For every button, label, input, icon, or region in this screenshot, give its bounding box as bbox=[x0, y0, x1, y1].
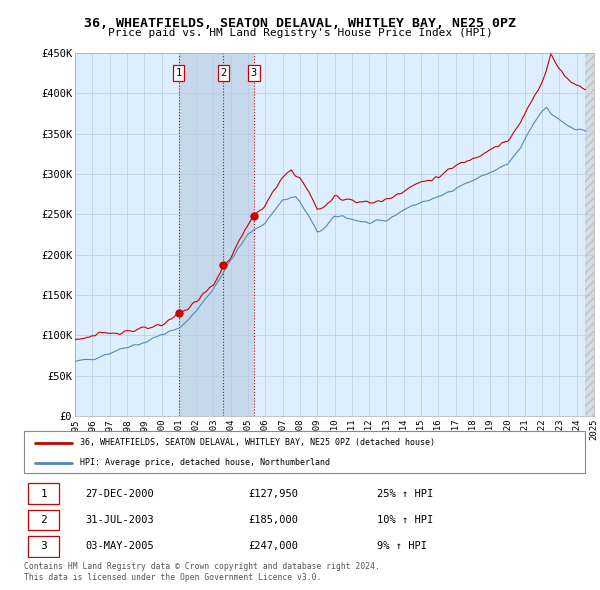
Text: HPI: Average price, detached house, Northumberland: HPI: Average price, detached house, Nort… bbox=[80, 458, 330, 467]
Text: 25% ↑ HPI: 25% ↑ HPI bbox=[377, 489, 434, 499]
Text: 27-DEC-2000: 27-DEC-2000 bbox=[86, 489, 154, 499]
Bar bbox=[586, 53, 594, 416]
Text: Price paid vs. HM Land Registry's House Price Index (HPI): Price paid vs. HM Land Registry's House … bbox=[107, 28, 493, 38]
Text: £185,000: £185,000 bbox=[248, 515, 298, 525]
Text: 1: 1 bbox=[176, 68, 182, 78]
Text: This data is licensed under the Open Government Licence v3.0.: This data is licensed under the Open Gov… bbox=[24, 573, 322, 582]
Text: 3: 3 bbox=[251, 68, 257, 78]
FancyBboxPatch shape bbox=[24, 431, 585, 473]
FancyBboxPatch shape bbox=[28, 483, 59, 504]
Text: 3: 3 bbox=[41, 542, 47, 552]
Text: 1: 1 bbox=[41, 489, 47, 499]
Text: 31-JUL-2003: 31-JUL-2003 bbox=[86, 515, 154, 525]
Text: £247,000: £247,000 bbox=[248, 542, 298, 552]
Text: 2: 2 bbox=[41, 515, 47, 525]
Text: 10% ↑ HPI: 10% ↑ HPI bbox=[377, 515, 434, 525]
Text: 9% ↑ HPI: 9% ↑ HPI bbox=[377, 542, 427, 552]
Text: £127,950: £127,950 bbox=[248, 489, 298, 499]
Text: 03-MAY-2005: 03-MAY-2005 bbox=[86, 542, 154, 552]
Text: 36, WHEATFIELDS, SEATON DELAVAL, WHITLEY BAY, NE25 0PZ: 36, WHEATFIELDS, SEATON DELAVAL, WHITLEY… bbox=[84, 17, 516, 30]
Text: Contains HM Land Registry data © Crown copyright and database right 2024.: Contains HM Land Registry data © Crown c… bbox=[24, 562, 380, 571]
Text: 2: 2 bbox=[220, 68, 227, 78]
Bar bbox=[179, 53, 254, 416]
Text: 36, WHEATFIELDS, SEATON DELAVAL, WHITLEY BAY, NE25 0PZ (detached house): 36, WHEATFIELDS, SEATON DELAVAL, WHITLEY… bbox=[80, 438, 435, 447]
FancyBboxPatch shape bbox=[28, 510, 59, 530]
FancyBboxPatch shape bbox=[28, 536, 59, 557]
